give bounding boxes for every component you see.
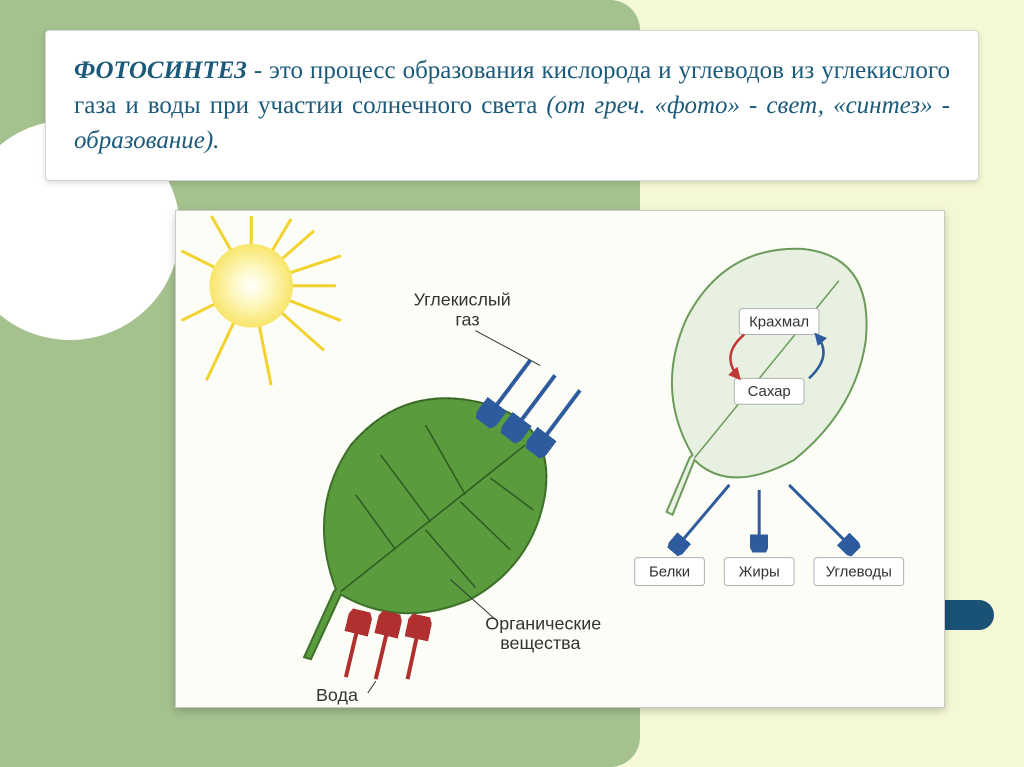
organic-label-2: вещества — [500, 633, 580, 653]
co2-label-2: газ — [455, 310, 479, 330]
dash: - — [247, 57, 269, 84]
sugar-label: Сахар — [748, 383, 791, 400]
co2-label-1: Углекислый — [414, 290, 511, 310]
proteins-label: Белки — [649, 563, 690, 580]
fats-label: Жиры — [739, 563, 780, 580]
sun-icon — [182, 216, 341, 385]
starch-label: Крахмал — [749, 313, 809, 330]
product-arrows — [675, 485, 854, 550]
photosynthesis-diagram: Углекислый газ Вода Органические веществ… — [175, 210, 945, 708]
water-arrows — [346, 614, 421, 679]
water-label: Вода — [316, 685, 358, 705]
carbs-label: Углеводы — [826, 563, 892, 580]
definition-card: ФОТОСИНТЕЗ - это процесс образования кис… — [45, 30, 979, 181]
organic-label-1: Органические — [485, 613, 601, 633]
term-title: ФОТОСИНТЕЗ — [74, 57, 247, 84]
